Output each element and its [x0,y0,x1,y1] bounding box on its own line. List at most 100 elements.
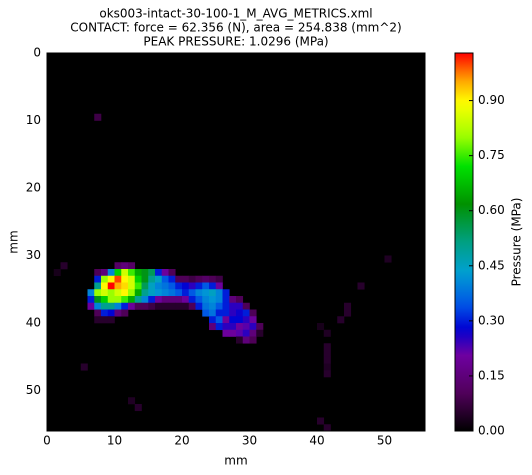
colorbar [454,52,474,432]
y-tick-label: 0 [33,46,41,60]
y-tick-label: 10 [26,113,41,127]
heatmap-cell [114,309,122,317]
heatmap-cell [161,282,169,290]
x-tick-label: 10 [107,434,122,448]
heatmap-cell [222,302,230,310]
heatmap-cell [148,275,156,283]
heatmap-cell [209,316,217,324]
colorbar-tick-label: 0.90 [478,93,505,107]
heatmap-cell [236,302,244,310]
heatmap-cell [128,282,136,290]
heatmap-cell [202,275,210,283]
heatmap-cell [114,275,122,283]
heatmap-cell [94,113,102,121]
heatmap-cell [128,275,136,283]
heatmap-cell [242,316,250,324]
heatmap-cell [229,323,237,331]
heatmap-cell [87,289,95,297]
heatmap-cell [141,269,149,277]
heatmap-cell [161,296,169,304]
heatmap-cell [141,302,149,310]
heatmap-cell [222,323,230,331]
heatmap-cell [323,363,331,371]
heatmap-cell [121,296,129,304]
heatmap-cell [256,329,264,337]
heatmap-cell [87,296,95,304]
heatmap-cell [236,316,244,324]
heatmap-cell [101,309,109,317]
heatmap-cell [155,289,163,297]
plot-frame [46,52,426,432]
heatmap-cell [101,302,109,310]
heatmap-cell [249,323,257,331]
heatmap-cell [148,289,156,297]
heatmap-cell [141,275,149,283]
x-tick-label: 50 [377,434,392,448]
heatmap-cell [222,289,230,297]
heatmap-cell [121,289,129,297]
heatmap-cell [188,302,196,310]
heatmap-cell [141,289,149,297]
heatmap-cell [101,275,109,283]
heatmap-cell [114,269,122,277]
heatmap-cell [215,309,223,317]
heatmap-cell [114,262,122,270]
heatmap-cell [101,269,109,277]
heatmap-cell [195,296,203,304]
chart-title: oks003-intact-30-100-1_M_AVG_METRICS.xml [99,7,372,21]
x-tick-label: 0 [43,434,51,448]
heatmap-cell [114,289,122,297]
heatmap-cell [80,363,88,371]
heatmap-cell [182,302,190,310]
heatmap-cell [148,302,156,310]
heatmap-cell [134,275,142,283]
x-tick-label: 30 [242,434,257,448]
heatmap-cell [134,282,142,290]
heatmap-cell [107,302,115,310]
heatmap-cell [121,302,129,310]
heatmap-cell [155,275,163,283]
plot-background [47,53,425,431]
heatmap-cell [53,269,61,277]
heatmap-cell [134,289,142,297]
heatmap-cell [202,282,210,290]
heatmap-cell [256,323,264,331]
heatmap-cell [182,282,190,290]
heatmap-cell [101,282,109,290]
chart-title: PEAK PRESSURE: 1.0296 (MPa) [143,35,328,49]
heatmap-cell [134,296,142,304]
heatmap-cell [155,282,163,290]
heatmap-cell [215,316,223,324]
chart-title: CONTACT: force = 62.356 (N), area = 254.… [70,21,401,35]
heatmap-cell [242,329,250,337]
heatmap-cell [188,282,196,290]
heatmap-cell [128,302,136,310]
heatmap-cell [195,302,203,310]
heatmap-cell [182,289,190,297]
heatmap-cell [209,323,217,331]
heatmap-cell [188,275,196,283]
heatmap-cell [202,289,210,297]
heatmap-cell [101,296,109,304]
heatmap-cell [161,302,169,310]
heatmap-cell [209,275,217,283]
heatmap-cell [148,296,156,304]
heatmap-cell [121,262,129,270]
heatmap-cell [107,289,115,297]
heatmap-cell [209,302,217,310]
heatmap-cell [94,269,102,277]
heatmap-cell [215,296,223,304]
heatmap-cell [215,282,223,290]
colorbar-tick-label: 0.30 [478,313,505,327]
colorbar-tick-label: 0.75 [478,148,505,162]
heatmap-cell [168,289,176,297]
heatmap-cell [148,269,156,277]
heatmap-cell [107,282,115,290]
heatmap-cell [168,275,176,283]
heatmap-cell [94,282,102,290]
heatmap-cell [249,336,257,344]
heatmap-cell [121,275,129,283]
heatmap-cell [94,275,102,283]
colorbar-tick-label: 0.00 [478,424,505,438]
heatmap-cell [175,296,183,304]
